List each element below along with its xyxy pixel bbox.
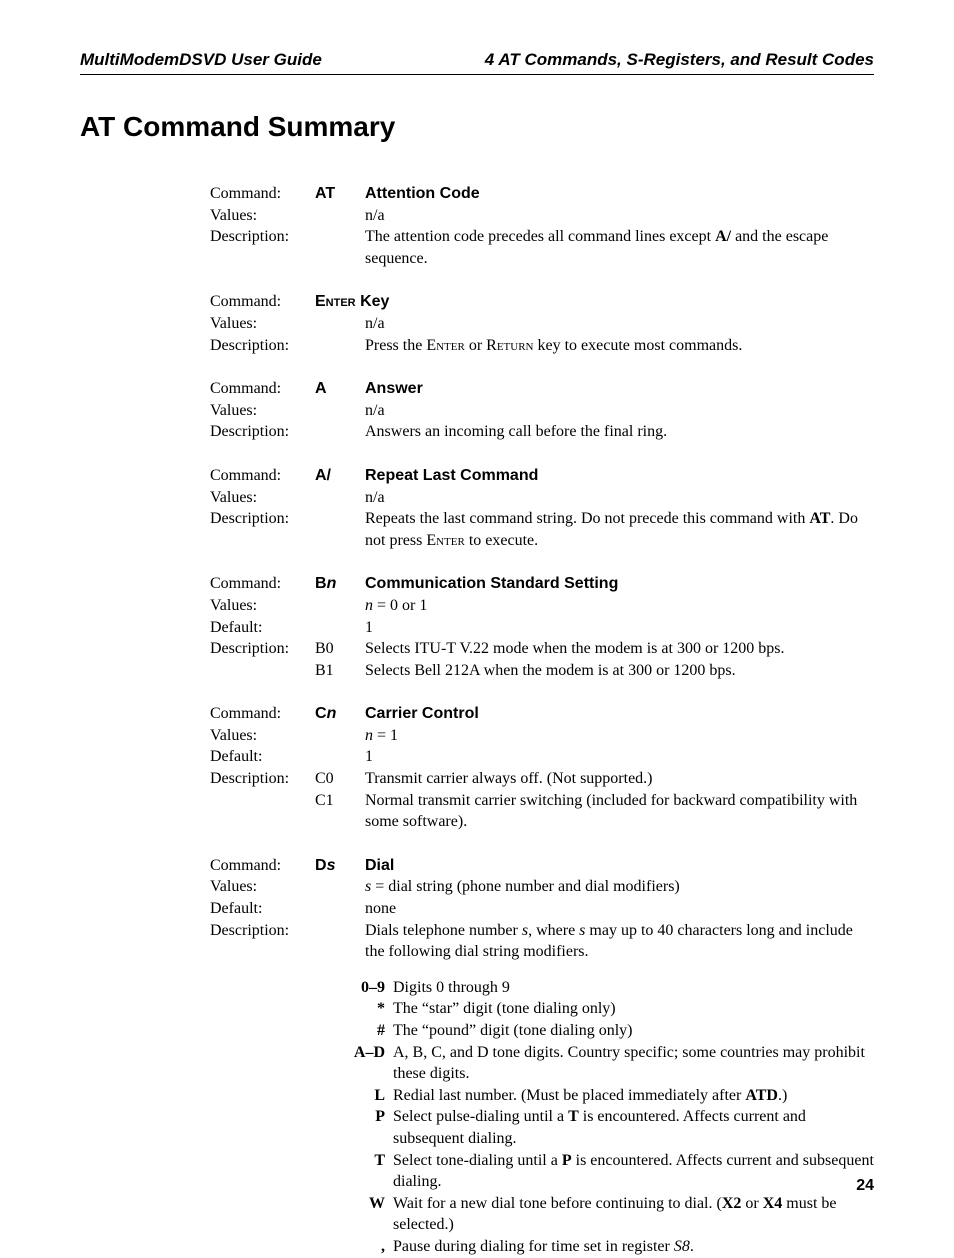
cmd-aslash: A/: [315, 465, 365, 487]
bn-b1-label: B1: [315, 660, 365, 682]
mod-val: Digits 0 through 9: [393, 977, 874, 999]
label-command: Command:: [210, 378, 315, 400]
mod-key: A–D: [340, 1042, 393, 1064]
cmd-enter: Enter Key: [315, 291, 389, 313]
entry-ds: Command: Ds Dial Values: s = dial string…: [210, 855, 874, 1258]
label-default: Default:: [210, 898, 315, 920]
mod-key: *: [340, 998, 393, 1020]
cmd-a: A: [315, 378, 365, 400]
values-cn: n = 1: [365, 725, 874, 747]
page-number: 24: [856, 1177, 874, 1195]
cn-c1-text: Normal transmit carrier switching (inclu…: [365, 790, 874, 833]
mod-key: 0–9: [340, 977, 393, 999]
desc-enter: Press the Enter or Return key to execute…: [365, 335, 874, 357]
title-a: Answer: [365, 380, 423, 397]
mod-val: Select tone-dialing until a P is encount…: [393, 1150, 874, 1193]
title-at: Attention Code: [365, 185, 480, 202]
desc-ds: Dials telephone number s, where s may up…: [365, 920, 874, 963]
cmd-at: AT: [315, 183, 365, 205]
label-values: Values:: [210, 595, 315, 617]
label-default: Default:: [210, 746, 315, 768]
label-command: Command:: [210, 573, 315, 595]
label-command: Command:: [210, 465, 315, 487]
default-ds: none: [365, 898, 874, 920]
label-command: Command:: [210, 291, 315, 313]
desc-aslash: Repeats the last command string. Do not …: [365, 508, 874, 551]
mod-key: P: [340, 1106, 393, 1128]
values-ds: s = dial string (phone number and dial m…: [365, 876, 874, 898]
running-header: MultiModemDSVD User Guide 4 AT Commands,…: [80, 50, 874, 75]
header-left: MultiModemDSVD User Guide: [80, 50, 322, 70]
values-aslash: n/a: [365, 487, 874, 509]
default-cn: 1: [365, 746, 874, 768]
entry-bn: Command: Bn Communication Standard Setti…: [210, 573, 874, 681]
cmd-cn: Cn: [315, 703, 365, 725]
mod-val: Redial last number. (Must be placed imme…: [393, 1085, 874, 1107]
command-entries: Command: AT Attention Code Values: n/a D…: [210, 183, 874, 1258]
entry-at: Command: AT Attention Code Values: n/a D…: [210, 183, 874, 269]
cmd-bn: Bn: [315, 573, 365, 595]
title-ds: Dial: [365, 857, 394, 874]
dial-modifiers: 0–9Digits 0 through 9 *The “star” digit …: [340, 977, 874, 1258]
label-values: Values:: [210, 876, 315, 898]
label-description: Description:: [210, 508, 315, 530]
bn-b0-label: B0: [315, 638, 365, 660]
entry-enter: Command: Enter Key Values: n/a Descripti…: [210, 291, 874, 356]
default-bn: 1: [365, 617, 874, 639]
mod-val: The “pound” digit (tone dialing only): [393, 1020, 874, 1042]
cmd-ds: Ds: [315, 855, 365, 877]
header-right: 4 AT Commands, S-Registers, and Result C…: [485, 50, 874, 70]
label-command: Command:: [210, 855, 315, 877]
bn-b1-text: Selects Bell 212A when the modem is at 3…: [365, 660, 874, 682]
mod-val: The “star” digit (tone dialing only): [393, 998, 874, 1020]
label-values: Values:: [210, 205, 315, 227]
label-default: Default:: [210, 617, 315, 639]
cn-c1-label: C1: [315, 790, 365, 812]
mod-val: Select pulse-dialing until a T is encoun…: [393, 1106, 874, 1149]
label-description: Description:: [210, 226, 315, 248]
mod-val: A, B, C, and D tone digits. Country spec…: [393, 1042, 874, 1085]
label-description: Description:: [210, 638, 315, 660]
values-a: n/a: [365, 400, 874, 422]
values-enter: n/a: [365, 313, 874, 335]
cn-c0-label: C0: [315, 768, 365, 790]
bn-b0-text: Selects ITU-T V.22 mode when the modem i…: [365, 638, 874, 660]
mod-val: Pause during dialing for time set in reg…: [393, 1236, 874, 1258]
title-bn: Communication Standard Setting: [365, 575, 618, 592]
desc-a: Answers an incoming call before the fina…: [365, 421, 874, 443]
label-description: Description:: [210, 768, 315, 790]
cn-c0-text: Transmit carrier always off. (Not suppor…: [365, 768, 874, 790]
mod-key: L: [340, 1085, 393, 1107]
title-aslash: Repeat Last Command: [365, 467, 538, 484]
label-command: Command:: [210, 183, 315, 205]
label-values: Values:: [210, 400, 315, 422]
title-cn: Carrier Control: [365, 705, 479, 722]
mod-key: W: [340, 1193, 393, 1215]
label-values: Values:: [210, 725, 315, 747]
section-title: AT Command Summary: [80, 111, 874, 143]
mod-key: ,: [340, 1236, 393, 1258]
entry-aslash: Command: A/ Repeat Last Command Values: …: [210, 465, 874, 551]
entry-a: Command: A Answer Values: n/a Descriptio…: [210, 378, 874, 443]
entry-cn: Command: Cn Carrier Control Values: n = …: [210, 703, 874, 833]
label-description: Description:: [210, 920, 315, 942]
desc-at: The attention code precedes all command …: [365, 226, 874, 269]
label-command: Command:: [210, 703, 315, 725]
mod-val: Wait for a new dial tone before continui…: [393, 1193, 874, 1236]
mod-key: #: [340, 1020, 393, 1042]
label-values: Values:: [210, 313, 315, 335]
page: MultiModemDSVD User Guide 4 AT Commands,…: [0, 0, 954, 1235]
label-description: Description:: [210, 335, 315, 357]
label-description: Description:: [210, 421, 315, 443]
values-at: n/a: [365, 205, 874, 227]
mod-key: T: [340, 1150, 393, 1172]
label-values: Values:: [210, 487, 315, 509]
values-bn: n = 0 or 1: [365, 595, 874, 617]
